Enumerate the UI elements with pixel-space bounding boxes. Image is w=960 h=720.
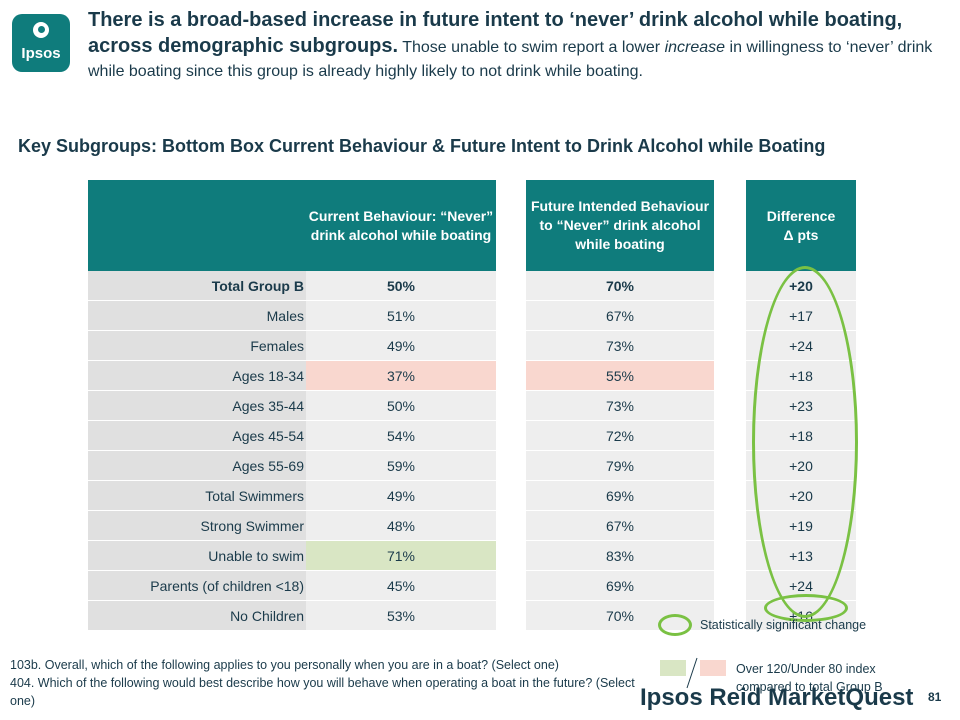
current-value: 48% [306, 510, 496, 541]
table-row: Total Swimmers 49% 69% +20 [88, 480, 856, 511]
future-value: 72% [526, 420, 714, 451]
future-value: 55% [526, 360, 714, 391]
current-value: 59% [306, 450, 496, 481]
future-value: 70% [526, 271, 714, 301]
row-label: Total Swimmers [88, 480, 306, 511]
legend-significance-oval-icon [658, 614, 692, 636]
row-label: Total Group B [88, 271, 306, 301]
header-difference: Difference Δ pts [746, 180, 856, 271]
significance-oval-difference-column [752, 266, 858, 618]
table-row: Males 51% 67% +17 [88, 300, 856, 331]
current-value: 45% [306, 570, 496, 601]
future-value: 69% [526, 480, 714, 511]
future-value: 73% [526, 390, 714, 421]
headline-bold: There is a broad-based increase in futur… [88, 9, 903, 57]
row-label: No Children [88, 600, 306, 631]
row-label: Strong Swimmer [88, 510, 306, 541]
headline-part2: in willingness to ‘never’ drink while bo… [88, 39, 933, 80]
current-value: 71% [306, 540, 496, 571]
page-number: 81 [928, 690, 942, 704]
brand-wordmark: Ipsos Reid MarketQuest [640, 684, 914, 711]
question-notes: 103b. Overall, which of the following ap… [10, 656, 660, 710]
table-row: Ages 45-54 54% 72% +18 [88, 420, 856, 451]
ipsos-logo: Ipsos [12, 14, 70, 72]
future-value: 73% [526, 330, 714, 361]
note-line-1: 103b. Overall, which of the following ap… [10, 658, 559, 672]
legend-significance-label: Statistically significant change [700, 618, 867, 632]
legend-slash-icon [686, 657, 698, 689]
legend-over-index-swatch [700, 660, 726, 676]
current-value: 51% [306, 300, 496, 331]
table-row: Ages 18-34 37% 55% +18 [88, 360, 856, 391]
current-value: 50% [306, 271, 496, 301]
current-value: 54% [306, 420, 496, 451]
table-row: Ages 55-69 59% 79% +20 [88, 450, 856, 481]
current-value: 37% [306, 360, 496, 391]
logo-text: Ipsos [21, 45, 61, 62]
future-value: 67% [526, 300, 714, 331]
row-label: Parents (of children <18) [88, 570, 306, 601]
table-row: Females 49% 73% +24 [88, 330, 856, 361]
header-diff-line2: Δ pts [783, 226, 819, 243]
row-label: Ages 18-34 [88, 360, 306, 391]
header-diff-line1: Difference [766, 207, 836, 224]
row-label: Ages 35-44 [88, 390, 306, 421]
header-future: Future Intended Behaviour to “Never” dri… [526, 180, 714, 271]
current-value: 49% [306, 330, 496, 361]
note-line-2: 404. Which of the following would best d… [10, 676, 635, 708]
row-label: Males [88, 300, 306, 331]
table-row: Ages 35-44 50% 73% +23 [88, 390, 856, 421]
results-table: Current Behaviour: “Never” drink alcohol… [88, 180, 856, 631]
header-current: Current Behaviour: “Never” drink alcohol… [306, 180, 496, 271]
row-label: Ages 45-54 [88, 420, 306, 451]
current-value: 49% [306, 480, 496, 511]
legend-under-index-swatch [660, 660, 686, 676]
future-value: 69% [526, 570, 714, 601]
future-value: 67% [526, 510, 714, 541]
legend-index-label: Over 120/Under 80 index compared to tota… [736, 662, 883, 694]
headline-italic: increase [664, 39, 726, 56]
table-row: Total Group B 50% 70% +20 [88, 271, 856, 301]
header-blank [88, 180, 306, 271]
headline-part1: Those unable to swim report a lower [398, 39, 665, 56]
current-value: 50% [306, 390, 496, 421]
row-label: Unable to swim [88, 540, 306, 571]
row-label: Females [88, 330, 306, 361]
current-value: 53% [306, 600, 496, 631]
table-subtitle: Key Subgroups: Bottom Box Current Behavi… [18, 136, 826, 156]
row-label: Ages 55-69 [88, 450, 306, 481]
table-row: Strong Swimmer 48% 67% +19 [88, 510, 856, 541]
table-row: Parents (of children <18) 45% 69% +24 [88, 570, 856, 601]
table-row: Unable to swim 71% 83% +13 [88, 540, 856, 571]
headline: There is a broad-based increase in futur… [88, 8, 944, 84]
future-value: 79% [526, 450, 714, 481]
significance-oval-no-children [764, 594, 848, 622]
future-value: 83% [526, 540, 714, 571]
